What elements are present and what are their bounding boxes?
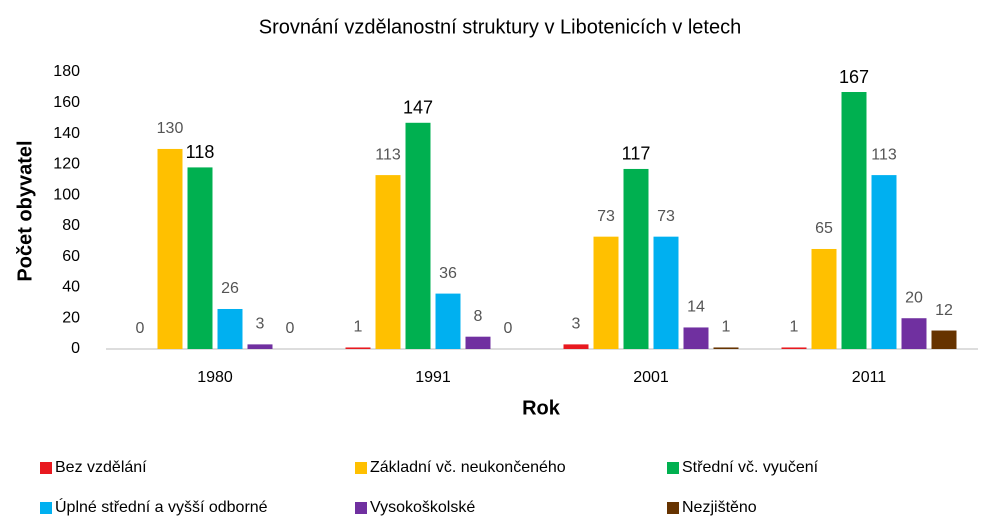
y-tick-label: 180	[53, 63, 80, 80]
bar	[781, 347, 807, 349]
data-label: 0	[286, 320, 295, 337]
bar	[593, 236, 619, 349]
bar	[435, 293, 461, 349]
y-axis-label: Počet obyvatel	[14, 140, 36, 281]
data-label: 12	[935, 302, 953, 319]
y-tick-label: 20	[62, 309, 80, 326]
legend-label: Vysokoškolské	[370, 499, 475, 516]
y-tick-label: 140	[53, 125, 80, 142]
bar	[187, 167, 213, 349]
legend-label: Základní vč. neukončeného	[370, 459, 566, 476]
bar	[217, 308, 243, 349]
data-label: 1	[354, 319, 363, 336]
data-label: 65	[815, 220, 833, 237]
data-label: 20	[905, 289, 923, 306]
y-tick-label: 80	[62, 217, 80, 234]
y-tick-label: 0	[71, 340, 80, 357]
data-label: 8	[474, 308, 483, 325]
legend-swatch	[667, 462, 679, 474]
x-tick-label: 2011	[852, 369, 887, 386]
bar	[841, 92, 867, 349]
chart-title: Srovnání vzdělanostní struktury v Libote…	[259, 16, 741, 38]
y-tick-label: 100	[53, 186, 80, 203]
legend-swatch	[355, 462, 367, 474]
x-tick-label: 1980	[197, 369, 233, 386]
bar	[563, 344, 589, 349]
legend-label: Bez vzdělání	[55, 459, 147, 476]
data-label: 117	[622, 144, 651, 164]
bar	[901, 318, 927, 349]
legend-swatch	[40, 462, 52, 474]
bar	[683, 327, 709, 349]
y-tick-label: 40	[62, 279, 80, 296]
x-tick-label: 1991	[415, 369, 451, 386]
data-label: 3	[256, 316, 265, 333]
bar	[465, 336, 491, 349]
y-tick-label: 60	[62, 248, 80, 265]
data-label: 73	[657, 208, 675, 225]
bar	[811, 248, 837, 349]
data-label: 0	[504, 320, 513, 337]
y-tick-label: 160	[53, 94, 80, 111]
bar	[247, 344, 273, 349]
bar	[653, 236, 679, 349]
data-label: 3	[572, 316, 581, 333]
data-label: 147	[403, 98, 433, 118]
bar	[375, 175, 401, 349]
data-label: 26	[221, 280, 239, 297]
data-label: 36	[439, 265, 457, 282]
legend-label: Střední vč. vyučení	[682, 459, 819, 476]
bar	[713, 347, 739, 349]
bar	[345, 347, 371, 349]
legend-swatch	[40, 502, 52, 514]
legend-label: Nezjištěno	[682, 499, 757, 516]
data-label: 14	[687, 299, 705, 316]
y-tick-label: 120	[53, 156, 80, 173]
data-label: 118	[186, 142, 215, 162]
bar	[623, 168, 649, 349]
legend-swatch	[667, 502, 679, 514]
legend-label: Úplné střední a vyšší odborné	[55, 497, 268, 516]
data-label: 1	[722, 319, 731, 336]
bar	[157, 148, 183, 349]
legend-swatch	[355, 502, 367, 514]
bar	[405, 122, 431, 350]
x-tick-label: 2001	[633, 369, 669, 386]
data-label: 113	[375, 146, 401, 163]
bar	[931, 330, 957, 349]
x-axis-label: Rok	[522, 397, 561, 419]
data-label: 73	[597, 208, 615, 225]
data-label: 130	[157, 120, 184, 137]
data-label: 1	[790, 319, 799, 336]
data-label: 167	[839, 67, 869, 87]
data-label: 113	[871, 146, 897, 163]
bar	[871, 175, 897, 349]
data-label: 0	[136, 320, 145, 337]
